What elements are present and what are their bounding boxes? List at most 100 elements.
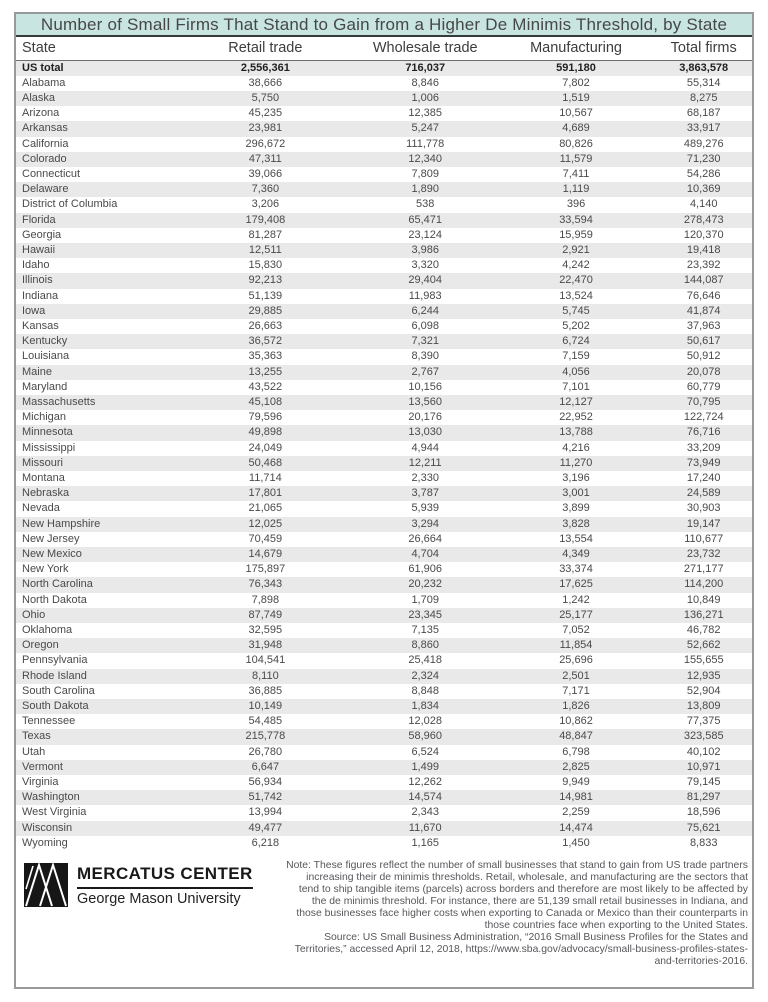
value-cell: 6,524 <box>411 745 439 758</box>
value-cell: 23,124 <box>408 228 443 241</box>
value-cell: 15,830 <box>248 259 283 272</box>
logo-org-name: MERCATUS CENTER <box>77 864 253 884</box>
value-cell: 48,847 <box>559 730 593 743</box>
value-cell: 4,140 <box>689 198 718 211</box>
state-name-cell: Maine <box>22 365 52 378</box>
value-cell: 1,834 <box>411 700 439 713</box>
logo-divider <box>77 887 253 890</box>
value-cell: 13,030 <box>408 426 443 439</box>
value-cell: 41,874 <box>686 304 721 317</box>
state-name-cell: District of Columbia <box>22 198 118 211</box>
table-row: North Carolina 76,343 20,232 17,625 114,200 <box>16 577 752 593</box>
state-name-cell: Alabama <box>22 76 66 89</box>
table-row: New Mexico 14,679 4,704 4,349 23,732 <box>16 547 752 563</box>
note-text: Note: These figures reflect the number o… <box>286 860 748 932</box>
value-cell: 4,689 <box>562 122 590 135</box>
value-cell: 114,200 <box>684 578 724 591</box>
table-row: Alabama 38,666 8,846 7,802 55,314 <box>16 76 752 91</box>
value-cell: 20,078 <box>686 365 721 378</box>
value-cell: 8,846 <box>411 76 439 89</box>
value-cell: 271,177 <box>683 563 724 576</box>
value-cell: 3,206 <box>251 198 280 211</box>
state-name-cell: West Virginia <box>22 806 87 819</box>
value-cell: 70,459 <box>248 532 283 545</box>
value-cell: 79,596 <box>248 411 283 424</box>
value-cell: 155,655 <box>683 654 724 667</box>
table-header-row: State Retail trade Wholesale trade Manuf… <box>16 37 752 61</box>
value-cell: 591,180 <box>556 61 596 74</box>
value-cell: 15,959 <box>559 228 593 241</box>
value-cell: 14,474 <box>559 821 593 834</box>
value-cell: 26,780 <box>248 745 283 758</box>
value-cell: 29,404 <box>408 274 443 287</box>
table-row: New York 175,897 61,906 33,374 271,177 <box>16 562 752 577</box>
state-name-cell: Utah <box>22 745 46 758</box>
value-cell: 76,716 <box>686 426 721 439</box>
value-cell: 43,522 <box>248 380 283 393</box>
state-name-cell: New Jersey <box>22 532 80 545</box>
value-cell: 14,679 <box>248 548 283 560</box>
state-name-cell: Colorado <box>22 152 67 165</box>
state-name-cell: US total <box>22 61 64 74</box>
value-cell: 6,218 <box>251 836 280 849</box>
value-cell: 24,589 <box>686 487 721 500</box>
value-cell: 25,177 <box>559 608 593 621</box>
table-row: Kentucky 36,572 7,321 6,724 50,617 <box>16 334 752 350</box>
value-cell: 49,477 <box>248 821 283 834</box>
state-firms-table: State Retail trade Wholesale trade Manuf… <box>16 37 752 851</box>
table-row: Illinois 92,213 29,404 22,470 144,087 <box>16 273 752 289</box>
value-cell: 538 <box>416 198 435 211</box>
state-name-cell: Minnesota <box>22 426 73 439</box>
value-cell: 54,286 <box>686 167 721 180</box>
value-cell: 47,311 <box>248 152 282 165</box>
value-cell: 29,885 <box>248 304 283 317</box>
value-cell: 13,255 <box>248 365 283 378</box>
value-cell: 75,621 <box>686 821 721 834</box>
value-cell: 12,028 <box>408 715 443 728</box>
value-cell: 10,567 <box>559 107 593 120</box>
value-cell: 51,742 <box>248 791 283 804</box>
state-name-cell: Vermont <box>22 760 63 773</box>
value-cell: 3,986 <box>411 243 439 256</box>
value-cell: 1,499 <box>411 760 439 773</box>
value-cell: 36,572 <box>248 335 283 348</box>
value-cell: 4,216 <box>562 441 590 454</box>
value-cell: 70,795 <box>686 395 721 408</box>
value-cell: 8,390 <box>411 350 439 363</box>
state-name-cell: California <box>22 137 69 150</box>
value-cell: 6,798 <box>562 745 590 758</box>
table-row: Nebraska 17,801 3,787 3,001 24,589 <box>16 486 752 502</box>
state-name-cell: Maryland <box>22 380 68 393</box>
value-cell: 19,418 <box>686 243 721 256</box>
value-cell: 10,849 <box>686 593 721 606</box>
value-cell: 215,778 <box>245 730 286 743</box>
value-cell: 8,275 <box>689 91 718 104</box>
value-cell: 12,340 <box>408 152 443 165</box>
table-row: Pennsylvania 104,541 25,418 25,696 155,655 <box>16 653 752 668</box>
value-cell: 20,232 <box>408 578 443 591</box>
value-cell: 38,666 <box>248 76 283 89</box>
table-row: Oklahoma 32,595 7,135 7,052 46,782 <box>16 623 752 638</box>
state-name-cell: South Dakota <box>22 700 89 713</box>
value-cell: 61,906 <box>408 563 443 576</box>
state-name-cell: Iowa <box>22 304 46 317</box>
value-cell: 87,749 <box>248 608 283 621</box>
value-cell: 1,006 <box>411 91 439 104</box>
value-cell: 1,119 <box>562 183 590 196</box>
table-row: District of Columbia 3,206 538 396 4,140 <box>16 197 752 212</box>
table-row: Florida 179,408 65,471 33,594 278,473 <box>16 212 752 228</box>
value-cell: 37,963 <box>686 319 721 332</box>
value-cell: 18,596 <box>686 806 721 819</box>
table-row: Nevada 21,065 5,939 3,899 30,903 <box>16 501 752 516</box>
state-name-cell: New York <box>22 563 69 576</box>
table-row: Kansas 26,663 6,098 5,202 37,963 <box>16 319 752 334</box>
table-row: Iowa 29,885 6,244 5,745 41,874 <box>16 303 752 319</box>
state-name-cell: Mississippi <box>22 441 76 454</box>
column-header-state: State <box>16 37 181 61</box>
value-cell: 65,471 <box>408 213 443 226</box>
value-cell: 12,385 <box>408 107 443 120</box>
value-cell: 23,345 <box>408 608 443 621</box>
value-cell: 9,949 <box>562 776 590 789</box>
value-cell: 110,677 <box>684 532 724 545</box>
value-cell: 60,779 <box>686 380 721 393</box>
